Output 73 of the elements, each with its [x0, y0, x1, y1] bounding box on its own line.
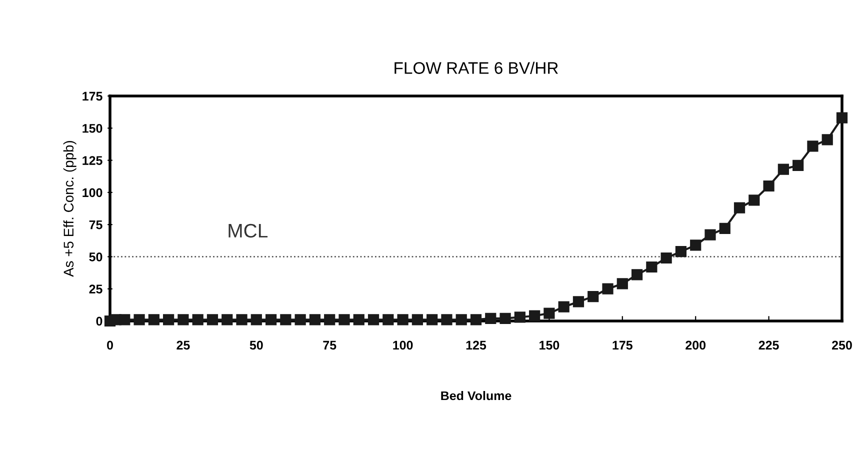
point — [222, 314, 233, 326]
point — [807, 140, 818, 152]
point — [470, 314, 482, 326]
y-tick-label: 125 — [82, 156, 102, 165]
point — [836, 112, 848, 124]
x-tick-label: 250 — [832, 340, 852, 350]
point — [134, 314, 145, 326]
x-tick-label: 0 — [107, 340, 113, 350]
x-axis-title: Bed Volume — [441, 390, 512, 400]
point — [704, 229, 716, 240]
point — [294, 314, 306, 326]
point — [529, 310, 540, 322]
x-tick-label: 75 — [323, 340, 336, 350]
y-tick-label: 50 — [89, 252, 102, 262]
point — [324, 314, 336, 326]
point — [280, 314, 292, 326]
y-tick-label: 75 — [89, 220, 102, 230]
point — [544, 308, 555, 319]
point — [675, 246, 687, 258]
point — [558, 301, 570, 312]
point — [412, 314, 423, 326]
x-tick-label: 225 — [758, 340, 779, 350]
point — [353, 314, 364, 326]
point — [206, 314, 218, 326]
point — [338, 314, 350, 326]
point — [778, 164, 789, 175]
y-tick-label: 100 — [82, 188, 102, 198]
chart-title: FLOW RATE 6 BV/HR — [394, 62, 558, 74]
point — [441, 314, 452, 326]
point — [119, 314, 130, 326]
point — [178, 314, 189, 326]
x-tick-label: 50 — [250, 340, 263, 350]
point — [719, 222, 730, 234]
point — [763, 180, 774, 192]
point — [309, 314, 321, 326]
point — [660, 252, 672, 264]
point — [163, 314, 174, 326]
point — [148, 314, 160, 326]
point — [514, 312, 526, 323]
point — [616, 278, 628, 290]
point — [236, 314, 248, 326]
point — [426, 314, 438, 326]
point — [588, 291, 599, 302]
point — [250, 314, 262, 326]
point — [456, 314, 467, 326]
x-tick-label: 175 — [612, 340, 632, 350]
point — [265, 314, 277, 326]
x-tick-label: 100 — [393, 340, 413, 350]
point — [631, 269, 643, 280]
point — [382, 314, 394, 326]
point — [748, 194, 760, 206]
y-tick-label: 150 — [82, 124, 102, 133]
y-tick-label: 25 — [89, 284, 102, 294]
point — [500, 312, 511, 324]
point — [192, 314, 204, 326]
point — [602, 283, 614, 294]
y-tick-label: 0 — [96, 316, 102, 326]
x-tick-label: 25 — [176, 340, 190, 350]
y-axis-title: As +5 Eff. Conc. (ppb) — [63, 140, 76, 277]
point — [485, 312, 496, 324]
point — [690, 240, 702, 251]
point — [734, 202, 746, 214]
y-tick-label: 175 — [82, 92, 102, 101]
point — [646, 261, 658, 273]
ref-line-label: MCL — [228, 224, 268, 238]
x-tick-label: 150 — [540, 340, 560, 350]
x-tick-label: 200 — [686, 340, 706, 350]
x-tick-label: 125 — [466, 340, 486, 350]
point — [792, 160, 804, 171]
point — [397, 314, 408, 326]
point — [822, 134, 833, 146]
point — [572, 296, 584, 308]
point — [368, 314, 380, 326]
